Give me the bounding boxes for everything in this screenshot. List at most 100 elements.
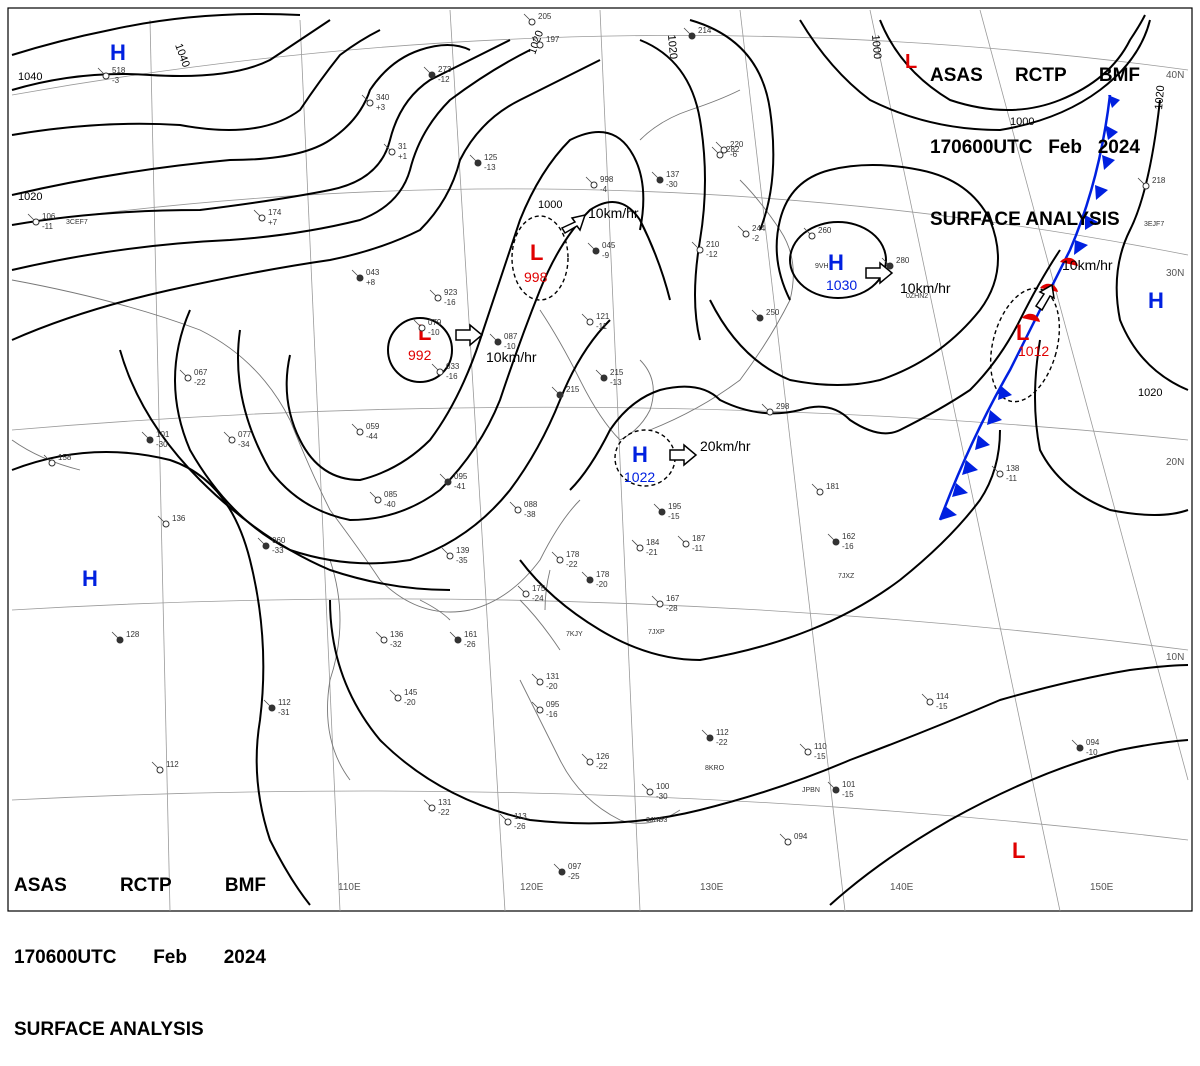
high-center-symbol: H	[1148, 288, 1164, 313]
station-plot: 033-16	[431, 362, 460, 381]
isobar-label: 1000	[1010, 116, 1034, 128]
station-pressure: 280	[896, 256, 910, 265]
header-time-2: Feb	[1048, 137, 1082, 158]
station-tendency: -15	[842, 790, 854, 799]
isobar-label: 1000	[538, 199, 562, 211]
station-pressure: 112	[166, 760, 179, 769]
station-circle	[536, 41, 544, 49]
station-circle	[116, 636, 124, 644]
station-tendency: -22	[596, 762, 608, 771]
station-circle	[494, 338, 502, 346]
station-tendency: -26	[514, 822, 526, 831]
station-circle	[162, 520, 170, 528]
station-plot: 100-30	[641, 782, 670, 801]
high-center-symbol: H	[82, 566, 98, 591]
station-pressure: 045	[602, 241, 616, 250]
station-circle	[756, 314, 764, 322]
station-circle	[444, 478, 452, 486]
station-circle	[784, 838, 792, 846]
longitude-label: 110E	[338, 882, 361, 893]
station-tendency: -15	[936, 702, 948, 711]
station-tendency: -30	[156, 440, 168, 449]
station-circle	[156, 766, 164, 774]
station-plot: 340+3	[361, 93, 390, 112]
station-pressure: 043	[366, 268, 380, 277]
station-circle	[832, 538, 840, 546]
station-plot: 139-35	[441, 546, 470, 565]
station-circle	[228, 436, 236, 444]
motion-arrows	[455, 213, 1055, 467]
station-circle	[658, 508, 666, 516]
station-tendency: -10	[1086, 748, 1098, 757]
station-plot: 112-31	[263, 698, 291, 717]
isobar-label: 1040	[18, 71, 42, 83]
isobar	[569, 249, 1061, 491]
isobar	[11, 451, 311, 906]
station-plot: 250	[751, 308, 780, 322]
station-plot: 187-11	[677, 534, 706, 553]
station-circle	[696, 246, 704, 254]
motion-label: 20km/hr	[700, 438, 751, 454]
isobar	[639, 39, 706, 341]
station-plot: 197	[531, 35, 560, 49]
station-circle	[586, 318, 594, 326]
station-plot: 060-33	[257, 536, 286, 555]
longitude-label: 130E	[700, 882, 724, 893]
station-plot: 280	[881, 256, 910, 270]
station-circle	[600, 374, 608, 382]
station-pressure: 197	[546, 35, 560, 44]
station-tendency: +1	[398, 152, 408, 161]
station-tendency: -38	[524, 510, 536, 519]
station-circle	[536, 706, 544, 714]
isobar	[11, 44, 471, 196]
station-plot: 113-26	[499, 812, 527, 831]
station-tendency: -13	[610, 378, 622, 387]
isobar-label: 1020	[1138, 387, 1162, 399]
station-pressure: 094	[1086, 738, 1100, 747]
station-pressure: 101	[156, 430, 170, 439]
station-tendency: -20	[546, 682, 558, 691]
station-id: 8KRO	[705, 765, 725, 772]
isobar	[689, 19, 775, 231]
station-plot: 218	[1137, 176, 1166, 190]
isobar	[829, 739, 1189, 906]
station-plot: 088-38	[509, 500, 538, 519]
station-pressure: 100	[656, 782, 670, 791]
high-center-pressure: 1030	[826, 277, 857, 293]
station-circle	[720, 146, 728, 154]
low-center-symbol: L	[1016, 320, 1029, 345]
header-agency-3: BMF	[1098, 65, 1140, 86]
station-pressure: 112	[278, 698, 291, 707]
station-plot: 178-22	[551, 550, 580, 569]
station-tendency: -20	[596, 580, 608, 589]
station-plot: 043+8	[351, 268, 380, 287]
station-plot: 131-20	[531, 672, 560, 691]
station-pressure: 340	[376, 93, 390, 102]
station-tendency: -30	[656, 792, 668, 801]
station-tendency: -20	[404, 698, 416, 707]
isobar-label: 1020	[665, 34, 679, 59]
isobar	[174, 309, 611, 565]
station-circle	[832, 786, 840, 794]
station-pressure: 059	[366, 422, 380, 431]
station-pressure: 033	[446, 362, 460, 371]
longitude-label: 120E	[520, 882, 544, 893]
station-tendency: -16	[446, 372, 458, 381]
station-circle	[742, 230, 750, 238]
station-circle	[804, 748, 812, 756]
station-pressure: 110	[814, 742, 827, 751]
station-circle	[996, 470, 1004, 478]
station-id: 7KJY	[566, 631, 583, 638]
station-pressure: 184	[646, 538, 660, 547]
station-tendency: -16	[444, 298, 456, 307]
station-pressure: 088	[524, 500, 538, 509]
station-plot: 137-30	[651, 170, 680, 189]
station-tendency: -31	[278, 708, 290, 717]
station-pressure: 085	[384, 490, 398, 499]
station-tendency: -6	[730, 150, 738, 159]
station-circle	[528, 18, 536, 26]
station-pressure: 214	[698, 26, 712, 35]
station-plot: 094	[779, 832, 808, 846]
station-circle	[102, 72, 110, 80]
station-pressure: 106	[42, 212, 56, 221]
